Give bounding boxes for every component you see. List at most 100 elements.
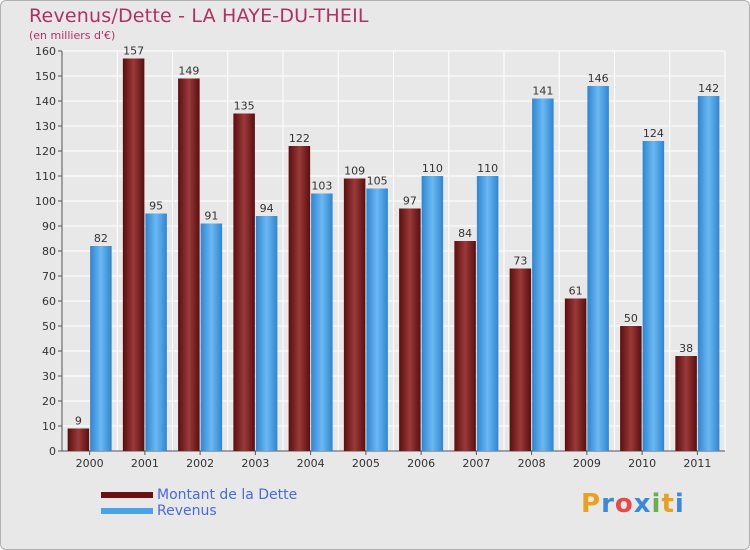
x-tick-label: 2000	[76, 457, 104, 470]
data-label-revenue: 142	[698, 82, 719, 95]
logo-letter: P	[581, 489, 602, 519]
grid-lines	[61, 50, 726, 452]
data-label-revenue: 110	[477, 162, 498, 175]
data-label-debt: 73	[513, 255, 527, 268]
logo-letter: i	[651, 489, 662, 519]
bar-debt	[178, 78, 200, 451]
bar-debt	[67, 428, 90, 451]
data-label-debt: 97	[403, 195, 417, 208]
logo-letter: t	[661, 489, 675, 519]
data-label-debt: 61	[569, 285, 583, 298]
data-label-debt: 157	[123, 45, 144, 58]
bar-debt	[233, 113, 255, 451]
data-label-debt: 84	[458, 227, 472, 240]
data-label-revenue: 95	[149, 200, 163, 213]
bar-debt	[122, 58, 145, 451]
bar-debt	[454, 241, 476, 451]
x-tick-label: 2004	[297, 457, 325, 470]
y-tick-label: 110	[35, 170, 56, 183]
x-tick-label: 2003	[241, 457, 269, 470]
x-tick-label: 2010	[628, 457, 656, 470]
x-tick-label: 2006	[407, 457, 435, 470]
legend-item-debt: Montant de la Dette	[101, 487, 297, 503]
y-tick-label: 30	[42, 370, 56, 383]
data-label-debt: 38	[679, 342, 693, 355]
y-tick-label: 80	[42, 245, 56, 258]
data-label-debt: 135	[234, 100, 255, 113]
axes: 0 10 20 30 40 50 60 70 80 90 100 110 120 130 140 150 160…	[35, 45, 725, 470]
y-tick-label: 100	[35, 195, 56, 208]
legend: Montant de la Dette Revenus	[101, 487, 297, 519]
bar-revenue	[366, 188, 388, 451]
chart-subtitle: (en milliers d'€)	[29, 29, 116, 42]
data-label-revenue: 82	[94, 232, 108, 245]
bar-revenue	[697, 96, 720, 451]
x-tick-label: 2002	[186, 457, 214, 470]
legend-label-debt: Montant de la Dette	[157, 487, 298, 503]
y-tick-label: 0	[49, 445, 56, 458]
data-label-revenue: 91	[204, 210, 218, 223]
data-label-revenue: 124	[643, 127, 664, 140]
data-label-debt: 149	[178, 65, 199, 78]
bar-revenue	[311, 193, 333, 451]
data-label-debt: 50	[624, 312, 638, 325]
bar-debt	[399, 208, 421, 451]
y-tick-label: 120	[35, 145, 56, 158]
y-tick-label: 130	[35, 120, 56, 133]
x-tick-label: 2001	[131, 457, 159, 470]
bar-revenue	[587, 86, 609, 451]
logo-letter: r	[601, 489, 615, 519]
proxiti-logo: Proxiti	[581, 489, 685, 519]
bar-debt	[675, 356, 697, 451]
bar-debt	[288, 146, 311, 451]
data-label-revenue: 103	[311, 180, 332, 193]
data-label-revenue: 146	[588, 72, 609, 85]
chart-title: Revenus/Dette - LA HAYE-DU-THEIL	[29, 5, 369, 27]
y-tick-label: 60	[42, 295, 56, 308]
bar-debt	[620, 326, 642, 451]
bar-debt	[509, 268, 532, 451]
y-tick-label: 10	[42, 420, 56, 433]
data-label-revenue: 94	[260, 202, 274, 215]
y-tick-label: 70	[42, 270, 56, 283]
data-label-revenue: 141	[532, 85, 553, 98]
x-tick-label: 2011	[683, 457, 711, 470]
bars	[67, 58, 720, 451]
data-label-debt: 122	[289, 132, 310, 145]
legend-swatch-debt	[101, 492, 153, 498]
bar-revenue	[642, 141, 665, 451]
bar-revenue	[90, 246, 112, 451]
logo-letter: x	[633, 489, 652, 519]
bar-revenue	[421, 176, 444, 451]
data-label-debt: 9	[75, 415, 82, 428]
x-tick-label: 2005	[352, 457, 380, 470]
data-label-revenue: 105	[367, 175, 388, 188]
legend-label-revenue: Revenus	[157, 503, 217, 519]
y-tick-label: 50	[42, 320, 56, 333]
y-tick-label: 160	[35, 45, 56, 58]
bar-revenue	[145, 213, 167, 451]
bar-revenue	[476, 176, 499, 451]
y-tick-label: 90	[42, 220, 56, 233]
y-tick-label: 20	[42, 395, 56, 408]
bar-revenue	[532, 98, 554, 451]
data-label-debt: 109	[344, 165, 365, 178]
legend-item-revenue: Revenus	[101, 503, 297, 519]
y-tick-label: 140	[35, 95, 56, 108]
legend-swatch-revenue	[101, 508, 153, 514]
bar-debt	[564, 298, 587, 451]
data-label-revenue: 110	[422, 162, 443, 175]
x-tick-label: 2008	[518, 457, 546, 470]
x-tick-label: 2007	[462, 457, 490, 470]
bar-revenue	[200, 223, 223, 451]
bar-revenue	[255, 216, 278, 451]
bar-debt	[343, 178, 366, 451]
y-tick-label: 40	[42, 345, 56, 358]
logo-letter: o	[614, 489, 634, 519]
logo-letter: i	[674, 489, 685, 519]
x-tick-label: 2009	[573, 457, 601, 470]
y-tick-label: 150	[35, 70, 56, 83]
